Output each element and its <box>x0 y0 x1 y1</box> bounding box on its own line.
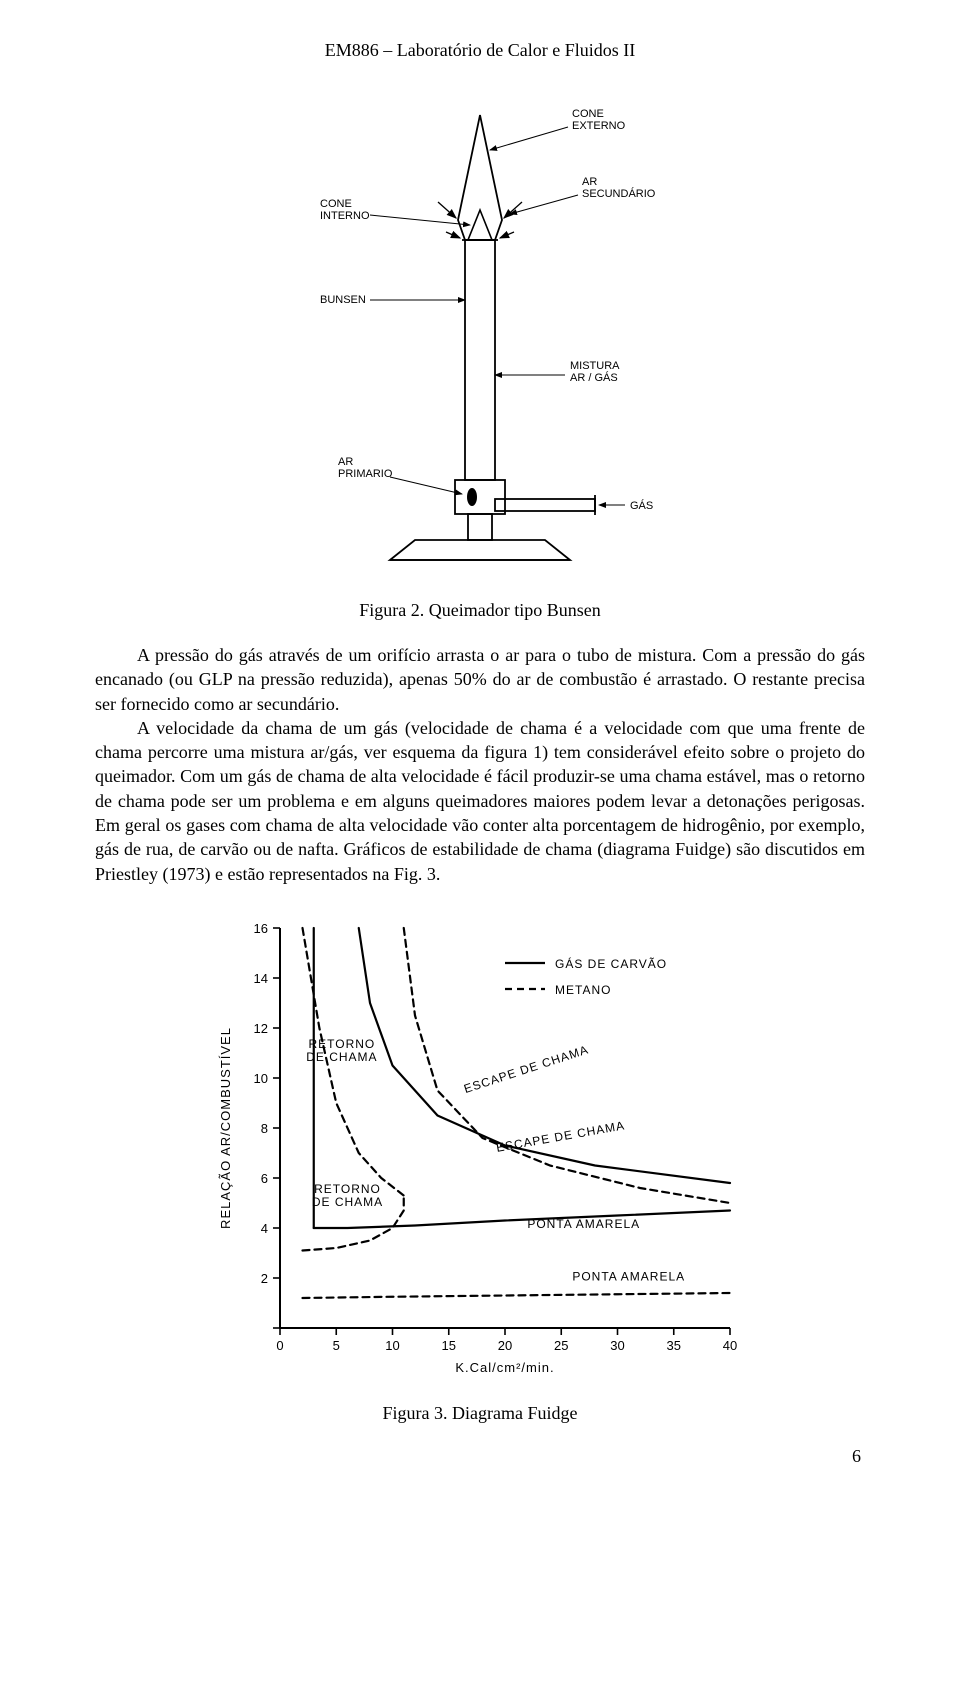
svg-text:PRIMARIO: PRIMARIO <box>338 468 393 480</box>
svg-text:35: 35 <box>667 1338 681 1353</box>
svg-text:40: 40 <box>723 1338 737 1353</box>
svg-text:METANO: METANO <box>555 983 611 997</box>
svg-text:K.Cal/cm²/min.: K.Cal/cm²/min. <box>455 1360 554 1375</box>
svg-text:12: 12 <box>254 1021 268 1036</box>
svg-text:INTERNO: INTERNO <box>320 210 370 222</box>
svg-text:AR: AR <box>582 176 597 188</box>
svg-text:0: 0 <box>276 1338 283 1353</box>
svg-text:4: 4 <box>261 1221 268 1236</box>
svg-text:10: 10 <box>254 1071 268 1086</box>
svg-text:20: 20 <box>498 1338 512 1353</box>
svg-text:GÁS DE CARVÃO: GÁS DE CARVÃO <box>555 956 667 971</box>
svg-text:AR: AR <box>338 456 353 468</box>
svg-text:15: 15 <box>442 1338 456 1353</box>
svg-text:30: 30 <box>610 1338 624 1353</box>
page-number: 6 <box>95 1446 865 1467</box>
svg-text:6: 6 <box>261 1171 268 1186</box>
body-paragraph: A pressão do gás através de um orifício … <box>95 643 865 886</box>
svg-text:CONE: CONE <box>320 198 352 210</box>
svg-text:BUNSEN: BUNSEN <box>320 294 366 306</box>
figure-3: 0 5 10 15 20 25 30 35 40 2 4 6 8 10 12 14 16 K.Cal/cm²/mi… <box>95 908 865 1424</box>
svg-text:10: 10 <box>385 1338 399 1353</box>
svg-text:MISTURA: MISTURA <box>570 360 620 372</box>
svg-text:RETORNO: RETORNO <box>308 1037 375 1051</box>
svg-text:CONE: CONE <box>572 108 604 120</box>
svg-text:GÁS: GÁS <box>630 499 653 512</box>
svg-text:25: 25 <box>554 1338 568 1353</box>
svg-text:EXTERNO: EXTERNO <box>572 120 626 132</box>
svg-text:RETORNO: RETORNO <box>314 1182 381 1196</box>
svg-text:2: 2 <box>261 1271 268 1286</box>
svg-text:14: 14 <box>254 971 268 986</box>
svg-text:ESCAPE DE CHAMA: ESCAPE DE CHAMA <box>495 1118 626 1154</box>
figure-2-caption: Figura 2. Queimador tipo Bunsen <box>95 600 865 621</box>
svg-text:RELAÇÃO AR/COMBUSTÍVEL: RELAÇÃO AR/COMBUSTÍVEL <box>218 1027 233 1229</box>
svg-text:16: 16 <box>254 921 268 936</box>
page-header: EM886 – Laboratório de Calor e Fluidos I… <box>95 40 865 61</box>
paragraph-2: A velocidade da chama de um gás (velocid… <box>95 718 865 884</box>
svg-text:ESCAPE DE CHAMA: ESCAPE DE CHAMA <box>462 1042 590 1096</box>
svg-text:AR / GÁS: AR / GÁS <box>570 371 618 384</box>
figure-2-svg: CONEINTERNOBUNSENARPRIMARIOCONEEXTERNOAR… <box>300 85 660 585</box>
svg-text:PONTA AMARELA: PONTA AMARELA <box>527 1217 640 1231</box>
svg-text:PONTA AMARELA: PONTA AMARELA <box>572 1269 685 1283</box>
svg-text:SECUNDÁRIO: SECUNDÁRIO <box>582 187 656 200</box>
svg-text:DE CHAMA: DE CHAMA <box>312 1195 383 1209</box>
figure-3-svg: 0 5 10 15 20 25 30 35 40 2 4 6 8 10 12 14 16 K.Cal/cm²/mi… <box>210 908 750 1388</box>
svg-text:DE CHAMA: DE CHAMA <box>306 1050 377 1064</box>
svg-text:8: 8 <box>261 1121 268 1136</box>
figure-3-caption: Figura 3. Diagrama Fuidge <box>95 1403 865 1424</box>
figure-2: CONEINTERNOBUNSENARPRIMARIOCONEEXTERNOAR… <box>95 85 865 621</box>
svg-text:5: 5 <box>333 1338 340 1353</box>
paragraph-1: A pressão do gás através de um orifício … <box>95 645 865 714</box>
